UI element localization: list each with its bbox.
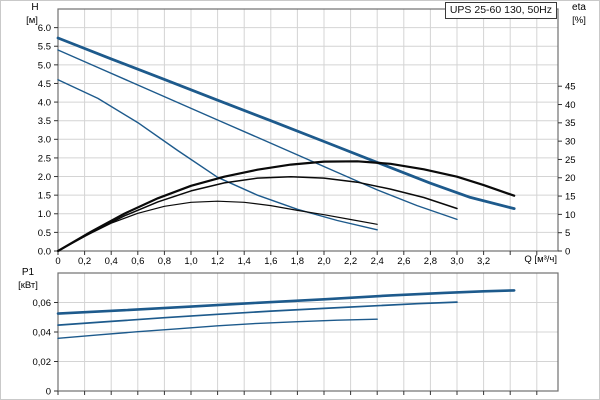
left-tick-label: 5.5 xyxy=(38,42,51,53)
left-tick-label: 4.5 xyxy=(38,79,51,90)
x-tick-label: 3,2 xyxy=(477,256,490,267)
head-curve-speed3 xyxy=(56,36,516,211)
x-tick-label: 1,0 xyxy=(184,256,197,267)
power-curve-speed1 xyxy=(57,318,378,339)
x-tick-label: 2,0 xyxy=(317,256,330,267)
right-tick-label: 5 xyxy=(565,228,570,239)
p1-axis-unit: [кВт] xyxy=(18,280,38,291)
x-tick-label: 2,6 xyxy=(397,256,410,267)
left-tick-label: 5.0 xyxy=(38,60,51,71)
left-tick-label: 0,06 xyxy=(33,298,52,309)
eta-curve-speed2 xyxy=(57,175,458,252)
x-tick-label: 0,2 xyxy=(78,256,91,267)
x-tick-label: 1,2 xyxy=(211,256,224,267)
left-tick-label: 4.0 xyxy=(38,97,51,108)
x-tick-label: 1,6 xyxy=(264,256,277,267)
right-tick-label: 0 xyxy=(565,246,570,257)
left-tick-label: 0 xyxy=(46,386,51,397)
left-tick-label: 2.5 xyxy=(38,153,51,164)
h-axis-unit: [м] xyxy=(26,15,38,26)
x-tick-label: 2,8 xyxy=(424,256,437,267)
left-tick-label: 6.0 xyxy=(38,23,51,34)
right-tick-label: 40 xyxy=(565,100,576,111)
right-tick-label: 25 xyxy=(565,155,576,166)
right-tick-label: 15 xyxy=(565,191,576,202)
left-tick-label: 1.0 xyxy=(38,209,51,220)
eta-axis-label: eta xyxy=(572,2,586,13)
q-axis-label: Q [м³/ч] xyxy=(524,254,557,265)
head-curve-speed1 xyxy=(57,78,378,231)
left-tick-label: 2.0 xyxy=(38,172,51,183)
power-curve-speed3 xyxy=(56,289,516,315)
left-tick-label: 0,04 xyxy=(33,327,52,338)
left-tick-label: 0.5 xyxy=(38,228,51,239)
right-tick-label: 30 xyxy=(565,137,576,148)
right-tick-label: 35 xyxy=(565,118,576,129)
chart-title-box: UPS 25-60 130, 50Hz xyxy=(444,2,557,19)
x-tick-label: 2,4 xyxy=(371,256,384,267)
eta-curve-speed3 xyxy=(56,160,516,253)
left-tick-label: 0.0 xyxy=(38,246,51,257)
power-curve-speed2 xyxy=(57,301,458,326)
eta-axis-unit: [%] xyxy=(572,15,586,26)
p1-axis-label: P1 xyxy=(21,267,35,278)
x-tick-label: 1,8 xyxy=(291,256,304,267)
left-tick-label: 3.5 xyxy=(38,116,51,127)
left-tick-label: 0,02 xyxy=(33,357,52,368)
right-tick-label: 20 xyxy=(565,173,576,184)
eta-curve-speed1 xyxy=(57,200,378,252)
x-tick-label: 1,4 xyxy=(238,256,251,267)
x-tick-label: 0 xyxy=(55,256,60,267)
x-tick-label: 0,6 xyxy=(131,256,144,267)
x-tick-label: 0,4 xyxy=(105,256,118,267)
x-tick-label: 2,2 xyxy=(344,256,357,267)
x-tick-label: 0,8 xyxy=(158,256,171,267)
h-axis-label: H xyxy=(31,2,39,13)
head-curve-speed2 xyxy=(57,49,458,221)
plot-frame xyxy=(57,8,559,252)
chart-title: UPS 25-60 130, 50Hz xyxy=(449,4,552,16)
right-tick-label: 45 xyxy=(565,82,576,93)
plot-background xyxy=(58,9,558,251)
left-tick-label: 3.0 xyxy=(38,135,51,146)
left-tick-label: 1.5 xyxy=(38,191,51,202)
x-tick-label: 3,0 xyxy=(450,256,463,267)
right-tick-label: 10 xyxy=(565,210,576,221)
